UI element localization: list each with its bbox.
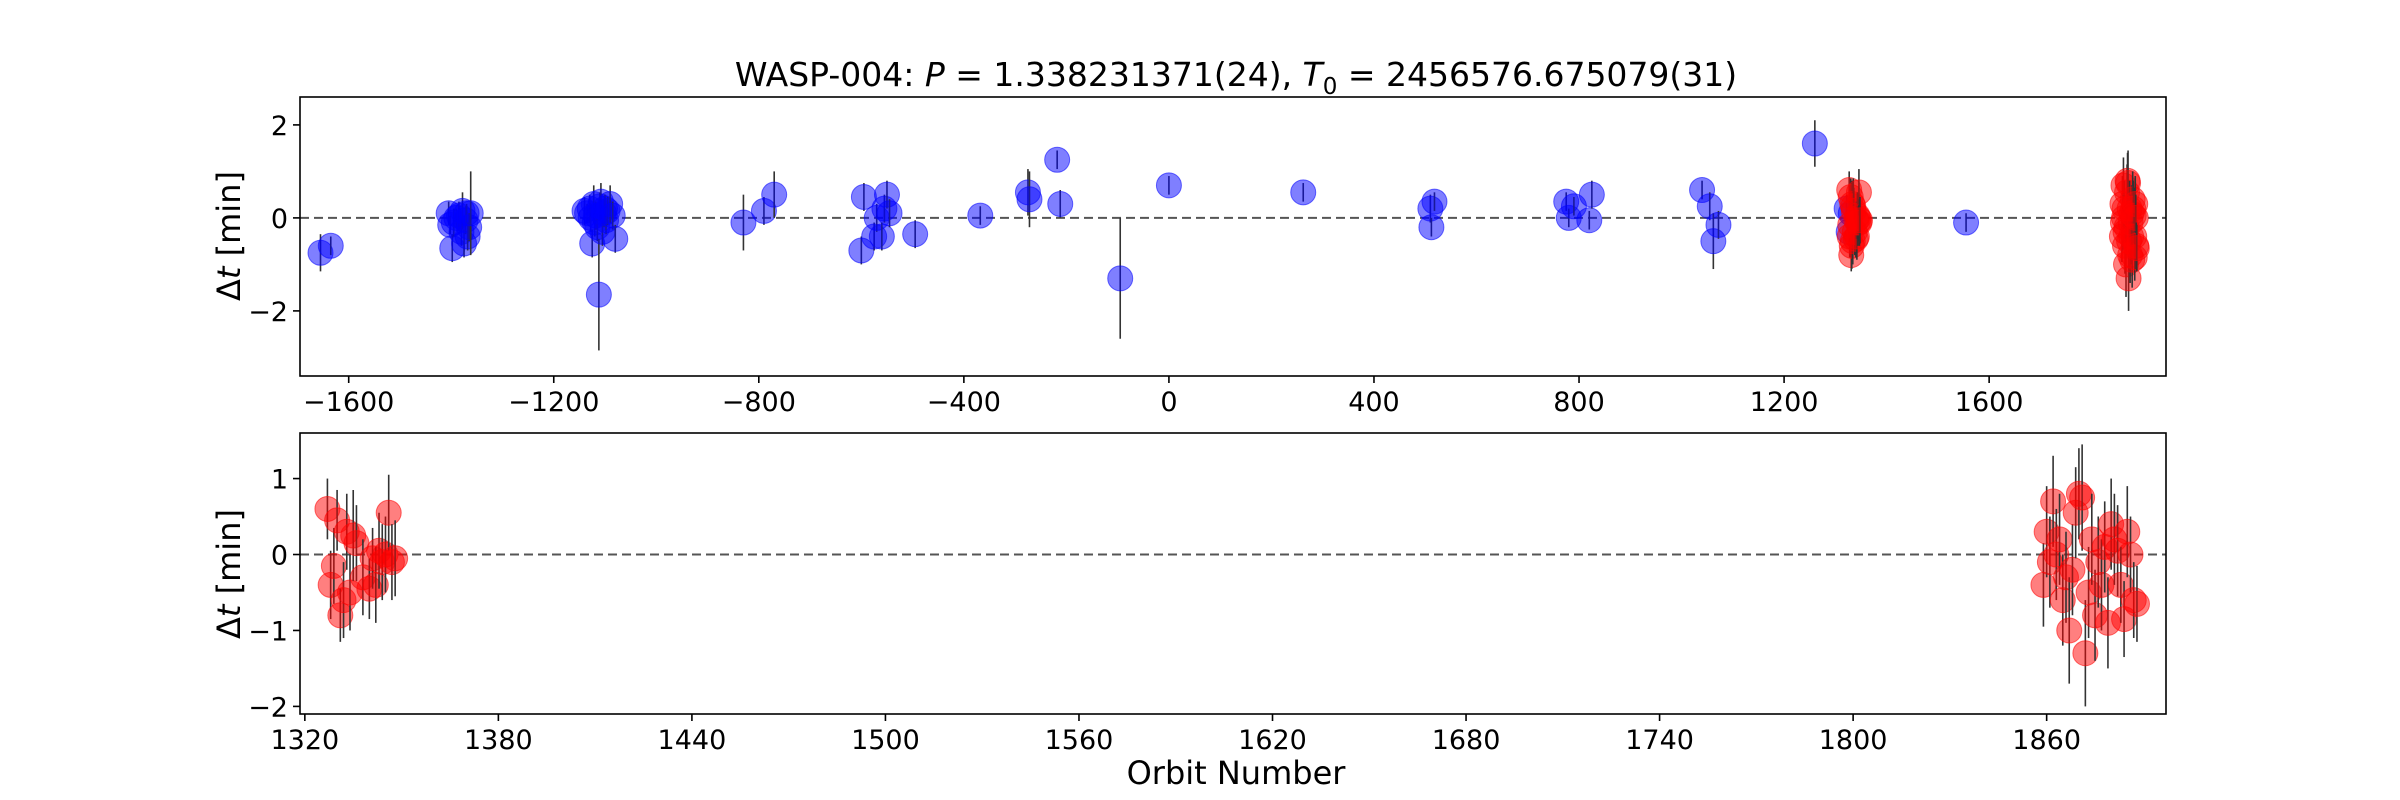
top-y-tick-label: 2 — [271, 111, 288, 142]
bottom-x-tick-label: 1800 — [1819, 725, 1888, 756]
top-x-tick-label: −1600 — [303, 387, 394, 418]
top-blue-data-point — [457, 200, 484, 227]
top-axes-frame — [299, 96, 2167, 377]
bottom-y-tick-label: −2 — [248, 692, 288, 723]
top-blue-data-point — [1576, 207, 1603, 234]
top-blue-data-point — [585, 281, 612, 308]
top-x-tick-label: −800 — [722, 387, 796, 418]
bottom-red-data-point — [2114, 518, 2141, 545]
top-x-tick-label: 1600 — [1955, 387, 2024, 418]
top-red-data-point — [2123, 235, 2150, 262]
bottom-axes-frame — [299, 432, 2167, 715]
top-blue-data-point — [317, 232, 344, 259]
top-x-tick-label: 0 — [1160, 387, 1177, 418]
top-blue-data-point — [761, 181, 788, 208]
top-x-tick-label: 400 — [1348, 387, 1400, 418]
top-x-tick-label: 800 — [1553, 387, 1605, 418]
top-red-data-point — [1846, 207, 1873, 234]
top-blue-data-point — [1155, 172, 1182, 199]
bottom-x-tick-label: 1440 — [658, 725, 727, 756]
bottom-red-data-point — [2049, 587, 2076, 614]
bottom-red-data-point — [2059, 556, 2086, 583]
top-blue-data-point — [599, 202, 626, 229]
bottom-red-data-point — [375, 499, 402, 526]
top-y-tick-label: −2 — [248, 297, 288, 328]
top-x-tick-label: −1200 — [508, 387, 599, 418]
bottom-x-tick-label: 1680 — [1432, 725, 1501, 756]
top-blue-data-point — [1953, 209, 1980, 236]
top-blue-data-point — [1421, 188, 1448, 215]
top-blue-data-point — [1044, 146, 1071, 173]
bottom-red-data-point — [2123, 590, 2150, 617]
bottom-x-tick-label: 1740 — [1625, 725, 1694, 756]
bottom-red-data-point — [382, 545, 409, 572]
bottom-x-tick-label: 1560 — [1045, 725, 1114, 756]
top-blue-data-point — [1290, 179, 1317, 206]
top-blue-data-point — [1016, 186, 1043, 213]
bottom-x-tick-label: 1620 — [1238, 725, 1307, 756]
top-y-tick-label: 0 — [271, 204, 288, 235]
bottom-x-tick-label: 1320 — [270, 725, 339, 756]
bottom-red-data-point — [320, 552, 347, 579]
bottom-x-tick-label: 1860 — [2012, 725, 2081, 756]
bottom-x-tick-label: 1500 — [851, 725, 920, 756]
top-blue-data-point — [868, 223, 895, 250]
bottom-red-data-point — [2056, 617, 2083, 644]
bottom-red-data-point — [2072, 640, 2099, 667]
chart-title: WASP-004: P = 1.338231371(24), T0 = 2456… — [735, 55, 1737, 100]
bottom-y-axis-label: Δt [min] — [210, 509, 248, 639]
bottom-red-data-point — [362, 571, 389, 598]
top-x-tick-label: 1200 — [1750, 387, 1819, 418]
bottom-y-tick-label: −1 — [248, 616, 288, 647]
bottom-x-axis-label: Orbit Number — [1127, 754, 1347, 792]
top-x-tick-label: −400 — [927, 387, 1001, 418]
bottom-red-data-point — [2117, 541, 2144, 568]
top-blue-data-point — [967, 202, 994, 229]
top-blue-data-point — [876, 200, 903, 227]
top-blue-data-point — [1107, 265, 1134, 292]
top-blue-data-point — [602, 225, 629, 252]
bottom-y-tick-label: 1 — [271, 465, 288, 496]
bottom-red-data-point — [2046, 526, 2073, 553]
bottom-red-data-point — [2069, 484, 2096, 511]
top-blue-data-point — [1801, 130, 1828, 157]
top-blue-data-point — [1578, 181, 1605, 208]
bottom-red-data-point — [2040, 488, 2067, 515]
bottom-panel: 1320 1380 1440 1500 1560 1620 1680 1740 1800 1860… — [248, 432, 2167, 756]
top-panel: −1600 −1200 −800 −400 0 400 800 1200 1600 −2 0 2 — [248, 96, 2167, 418]
top-blue-data-point — [1705, 211, 1732, 238]
top-blue-data-point — [730, 209, 757, 236]
top-blue-data-point — [1047, 190, 1074, 217]
bottom-y-tick-label: 0 — [271, 541, 288, 572]
bottom-x-tick-label: 1380 — [464, 725, 533, 756]
top-blue-data-point — [902, 221, 929, 248]
top-blue-data-point — [1418, 214, 1445, 241]
top-y-axis-label: Δt [min] — [210, 171, 248, 301]
